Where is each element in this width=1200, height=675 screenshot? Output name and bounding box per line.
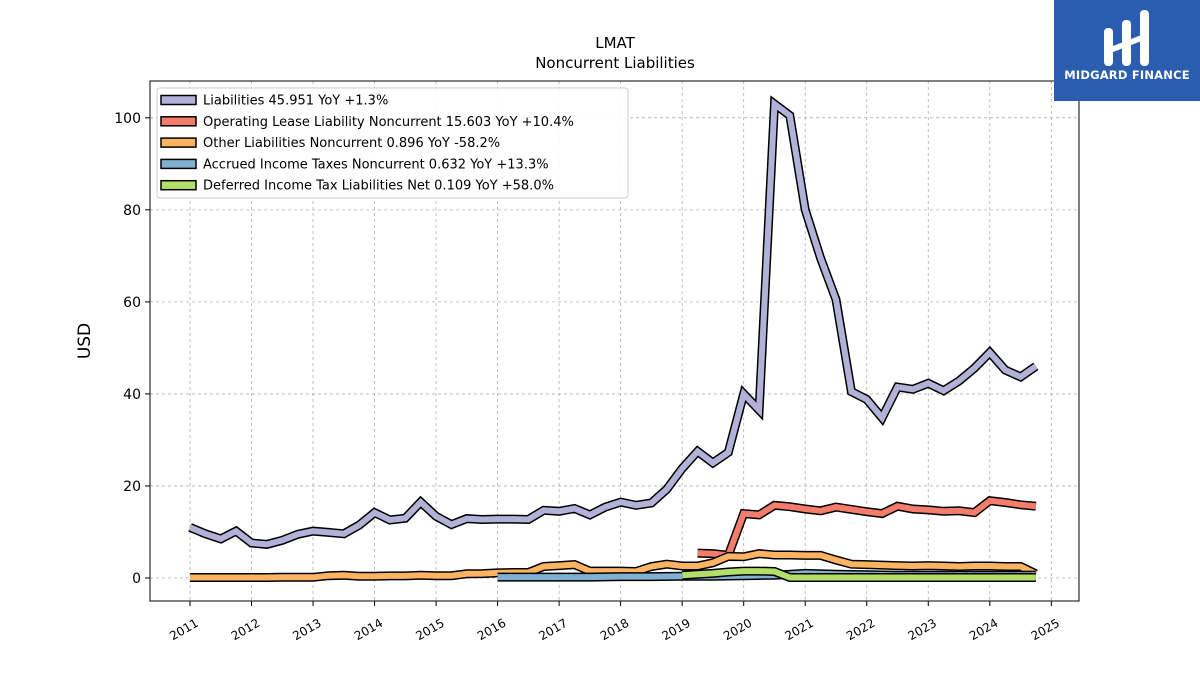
x-tick-label: 2024 <box>967 616 1000 643</box>
legend-box <box>156 87 629 199</box>
x-tick-label: 2022 <box>844 616 877 643</box>
x-tick-label: 2025 <box>1029 616 1062 643</box>
x-tick-label: 2021 <box>782 616 815 643</box>
x-tick-label: 2014 <box>352 616 385 643</box>
plot-frame <box>149 80 1080 602</box>
legend-label-3: Other Liabilities Noncurrent 0.896 YoY -… <box>203 136 500 151</box>
legend: Liabilities 45.951 YoY +1.3% Operating Le… <box>156 87 629 199</box>
x-tick-label: 2016 <box>475 616 508 643</box>
x-tick-label: 2017 <box>536 616 569 643</box>
y-tick-label: 40 <box>123 387 141 403</box>
chart-subtitle: Noncurrent Liabilities <box>535 54 695 72</box>
legend-label-2: Operating Lease Liability Noncurrent 15.… <box>203 115 574 130</box>
x-tick-label: 2015 <box>413 616 446 643</box>
brand-name: MIDGARD FINANCE <box>1064 68 1190 82</box>
series-line-5 <box>682 568 1036 581</box>
x-tick-label: 2023 <box>906 616 939 643</box>
legend-swatch-2 <box>160 116 197 127</box>
series-line-1 <box>188 98 1038 548</box>
brand-logo: MIDGARD FINANCE <box>1054 0 1200 101</box>
y-tick-label: 100 <box>114 111 141 127</box>
legend-swatch-3 <box>160 137 197 148</box>
legend-swatch-4 <box>160 158 197 170</box>
y-tick-label: 60 <box>123 295 141 311</box>
x-tick-label: 2013 <box>290 616 323 643</box>
chart-title: LMAT <box>595 34 635 52</box>
x-tick-label: 2019 <box>659 616 692 643</box>
legend-label-5: Deferred Income Tax Liabilities Net 0.10… <box>203 179 554 194</box>
x-tick-label: 2012 <box>229 616 262 643</box>
legend-label-1: Liabilities 45.951 YoY +1.3% <box>203 94 388 109</box>
series-layer <box>188 95 1039 582</box>
x-tick-label: 2011 <box>167 616 200 643</box>
y-axis-label: USD <box>75 323 95 359</box>
series-line-2 <box>697 497 1037 559</box>
y-tick-label: 80 <box>123 203 141 219</box>
x-tick-label: 2020 <box>721 616 754 643</box>
legend-label-4: Accrued Income Taxes Noncurrent 0.632 Yo… <box>203 157 549 172</box>
y-tick-label: 0 <box>132 571 141 587</box>
legend-swatch-5 <box>160 179 197 191</box>
legend-swatch-1 <box>160 94 197 106</box>
y-tick-label: 20 <box>123 479 141 495</box>
brand-mark-icon <box>1104 10 1149 66</box>
series-line-3 <box>190 550 1038 581</box>
x-tick-label: 2018 <box>598 616 631 643</box>
